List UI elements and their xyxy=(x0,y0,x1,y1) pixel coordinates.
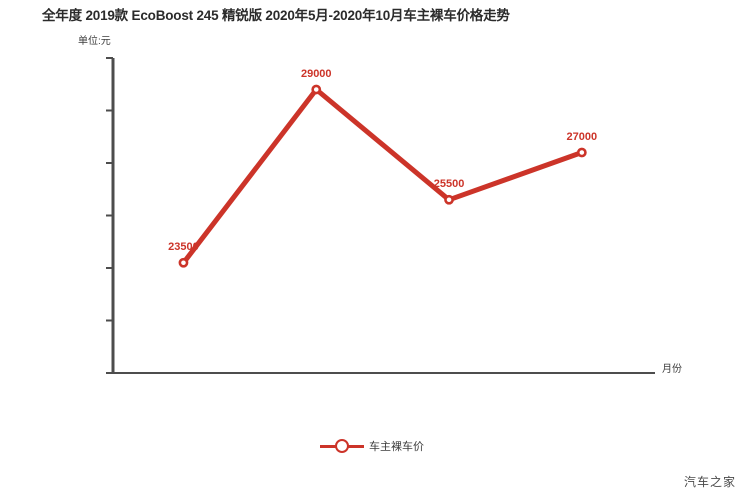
data-point-marker[interactable] xyxy=(311,84,322,95)
series-group xyxy=(178,84,587,268)
x-axis-unit-label: 月份 xyxy=(662,364,682,375)
data-point-label: 23500 xyxy=(168,240,199,253)
watermark: 汽车之家 xyxy=(683,475,736,489)
legend-item-series[interactable]: 车主裸车价 xyxy=(320,438,424,454)
data-point-marker[interactable] xyxy=(444,194,454,205)
legend-item-label: 车主裸车价 xyxy=(369,441,424,453)
legend-line-marker-icon xyxy=(320,439,364,453)
data-point-marker[interactable] xyxy=(576,147,587,158)
series-line xyxy=(181,87,585,266)
y-axis-unit-label: 单位:元 xyxy=(78,36,111,47)
data-point-label: 27000 xyxy=(566,130,598,143)
page-title: 全年度 2019款 EcoBoost 245 精锐版 2020年5月-2020年… xyxy=(42,8,510,23)
data-point-label: 25500 xyxy=(433,177,465,190)
chart-legend: 车主裸车价 xyxy=(0,438,744,454)
data-point-marker[interactable] xyxy=(178,257,189,268)
data-point-label: 29000 xyxy=(300,67,332,80)
axis-group xyxy=(106,57,655,374)
